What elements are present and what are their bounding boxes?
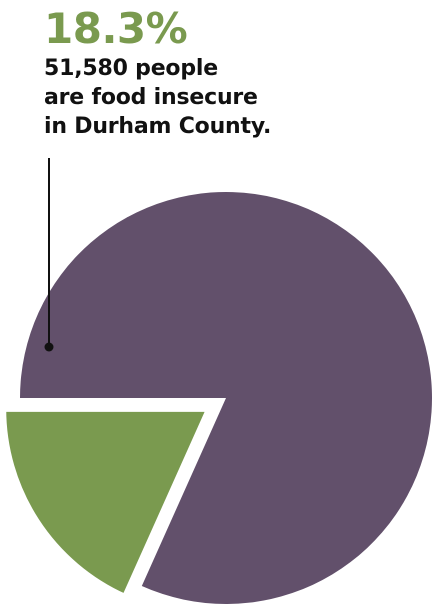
pie-slice-remainder (20, 192, 432, 605)
annotation-line-2: are food insecure (44, 85, 258, 110)
annotation: 18.3% 51,580 people are food insecure in… (44, 4, 404, 141)
annotation-line-1: 51,580 people (44, 56, 218, 81)
highlight-percent: 18.3% (44, 4, 188, 53)
annotation-leader-dot (44, 342, 54, 352)
pie-slice-food-insecure (0, 405, 214, 601)
annotation-line-3: in Durham County. (44, 114, 272, 139)
